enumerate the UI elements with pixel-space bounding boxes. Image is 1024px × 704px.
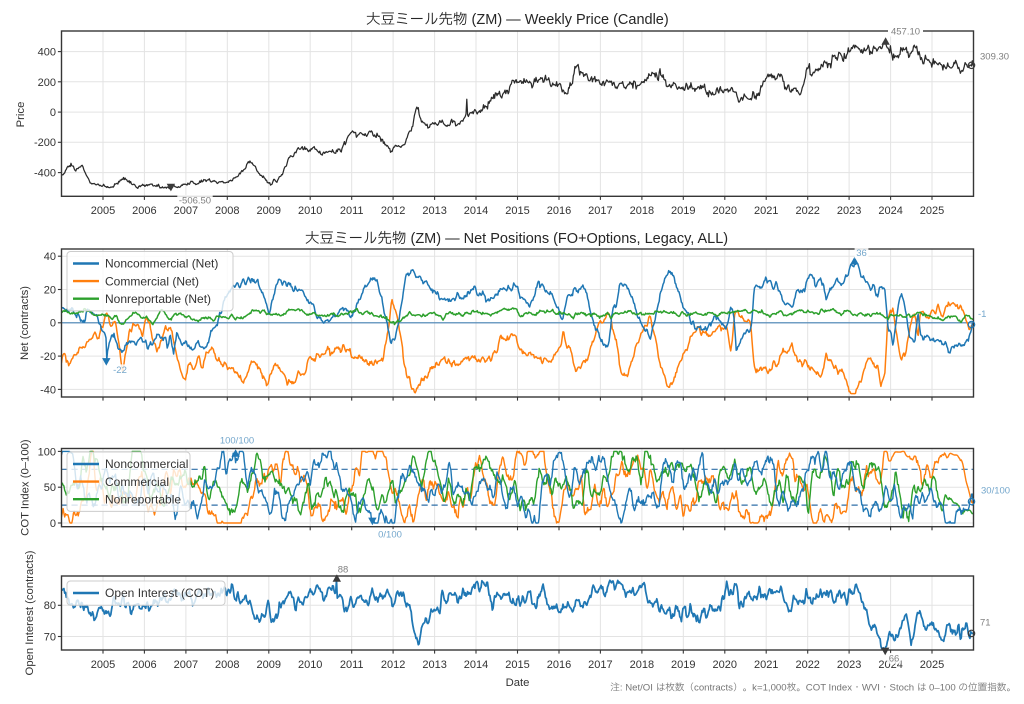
svg-text:2012: 2012: [381, 659, 405, 671]
svg-text:2005: 2005: [91, 205, 115, 217]
svg-text:(ZM) — Net Positions (FO+Optio: (ZM) — Net Positions (FO+Options, Legacy…: [406, 231, 728, 247]
svg-text:2017: 2017: [588, 659, 612, 671]
svg-text:457.10: 457.10: [891, 27, 920, 38]
svg-text:k=1,000: k=1,000: [752, 683, 786, 694]
svg-text:2023: 2023: [837, 659, 861, 671]
svg-text:50: 50: [44, 482, 56, 494]
svg-text:Price: Price: [15, 102, 27, 128]
svg-text:2018: 2018: [630, 205, 654, 217]
svg-text:309.30: 309.30: [980, 52, 1009, 63]
svg-text:Net (contracts): Net (contracts): [19, 286, 31, 360]
svg-text:2016: 2016: [547, 205, 571, 217]
svg-text:-22: -22: [113, 365, 127, 376]
svg-text:: Net/OI: : Net/OI: [620, 683, 656, 694]
svg-text:Noncommercial: Noncommercial: [105, 457, 188, 471]
svg-text:2021: 2021: [754, 659, 778, 671]
svg-text:Commercial: Commercial: [105, 475, 169, 489]
svg-text:Nonreportable: Nonreportable: [105, 492, 181, 506]
svg-text:Commercial (Net): Commercial (Net): [105, 274, 199, 288]
svg-text:-506.50: -506.50: [179, 196, 211, 207]
svg-text:2020: 2020: [713, 659, 737, 671]
svg-text:2008: 2008: [215, 205, 239, 217]
svg-text:0: 0: [50, 318, 56, 330]
svg-text:100: 100: [38, 446, 56, 458]
svg-text:Noncommercial (Net): Noncommercial (Net): [105, 257, 218, 271]
svg-text:2012: 2012: [381, 205, 405, 217]
svg-text:Nonreportable (Net): Nonreportable (Net): [105, 292, 211, 306]
svg-text:2024: 2024: [878, 205, 902, 217]
svg-text:2020: 2020: [713, 205, 737, 217]
svg-text:2025: 2025: [920, 205, 944, 217]
svg-text:Date: Date: [506, 677, 530, 689]
svg-text:2016: 2016: [547, 659, 571, 671]
svg-text:-40: -40: [40, 384, 56, 396]
svg-text:2011: 2011: [340, 205, 364, 217]
svg-text:2019: 2019: [671, 205, 695, 217]
svg-text:-1: -1: [978, 309, 986, 320]
svg-text:2022: 2022: [795, 205, 819, 217]
svg-text:200: 200: [38, 77, 56, 89]
svg-text:Open Interest (contracts): Open Interest (contracts): [24, 550, 36, 675]
svg-text:2009: 2009: [257, 659, 281, 671]
svg-text:2019: 2019: [671, 659, 695, 671]
svg-text:2021: 2021: [754, 205, 778, 217]
svg-text:0: 0: [50, 107, 56, 119]
svg-text:2017: 2017: [588, 205, 612, 217]
svg-text:20: 20: [44, 284, 56, 296]
svg-text:-400: -400: [34, 168, 56, 180]
svg-text:2007: 2007: [174, 205, 198, 217]
svg-text:70: 70: [44, 631, 56, 643]
svg-text:0: 0: [50, 518, 56, 530]
svg-text:-200: -200: [34, 137, 56, 149]
svg-text:400: 400: [38, 47, 56, 59]
svg-text:2010: 2010: [298, 659, 322, 671]
svg-text:30/100: 30/100: [981, 486, 1010, 497]
svg-text:2025: 2025: [920, 659, 944, 671]
svg-text:2015: 2015: [505, 659, 529, 671]
svg-text:71: 71: [980, 618, 991, 629]
svg-text:Open Interest (COT): Open Interest (COT): [105, 586, 214, 600]
svg-text:0–100: 0–100: [926, 683, 958, 694]
svg-text:2005: 2005: [91, 659, 115, 671]
svg-text:WVI: WVI: [862, 683, 880, 694]
svg-text:2022: 2022: [795, 659, 819, 671]
svg-text:Stoch: Stoch: [890, 683, 917, 694]
svg-text:(ZM) — Weekly Price (Candle): (ZM) — Weekly Price (Candle): [468, 12, 669, 28]
svg-text:2006: 2006: [132, 659, 156, 671]
svg-text:2014: 2014: [464, 659, 488, 671]
svg-text:36: 36: [856, 248, 867, 259]
svg-text:2011: 2011: [340, 659, 364, 671]
svg-text:80: 80: [44, 600, 56, 612]
svg-text:40: 40: [44, 251, 56, 263]
svg-text:2015: 2015: [505, 205, 529, 217]
svg-text:2007: 2007: [174, 659, 198, 671]
svg-text:2014: 2014: [464, 205, 488, 217]
svg-text:2013: 2013: [422, 205, 446, 217]
svg-text:2013: 2013: [422, 659, 446, 671]
svg-text:2023: 2023: [837, 205, 861, 217]
svg-text:2018: 2018: [630, 659, 654, 671]
svg-text:100/100: 100/100: [220, 436, 254, 447]
svg-text:88: 88: [338, 565, 349, 576]
svg-text:-20: -20: [40, 351, 56, 363]
svg-text:contracts: contracts: [694, 683, 733, 694]
svg-text:COT Index (0–100): COT Index (0–100): [19, 439, 31, 536]
svg-text:2008: 2008: [215, 659, 239, 671]
svg-text:0/100: 0/100: [378, 530, 402, 541]
svg-text:2010: 2010: [298, 205, 322, 217]
svg-text:2006: 2006: [132, 205, 156, 217]
svg-text:2009: 2009: [257, 205, 281, 217]
svg-text:COT Index: COT Index: [806, 683, 852, 694]
svg-text:66: 66: [889, 654, 900, 665]
